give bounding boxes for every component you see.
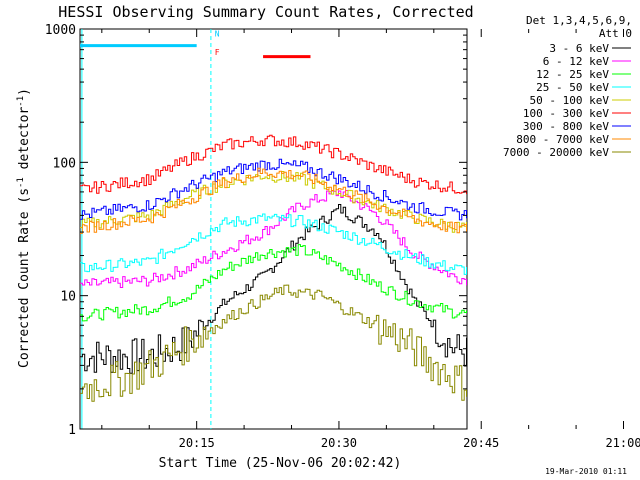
x-tick-label: 20:15 — [179, 436, 215, 450]
flag-label-n: N — [215, 29, 220, 38]
series-line-5 — [80, 134, 467, 195]
legend-header-line-2: Att 0 — [599, 27, 632, 40]
chart-title: HESSI Observing Summary Count Rates, Cor… — [58, 3, 473, 21]
legend-label: 800 - 7000 keV — [516, 133, 609, 146]
state-flags: NF — [80, 29, 311, 59]
y-axis-label-end: ) — [17, 88, 32, 96]
legend-label: 50 - 100 keV — [530, 94, 610, 107]
y-tick-label: 1 — [68, 423, 76, 438]
series-line-4 — [80, 171, 467, 233]
legend-label: 6 - 12 keV — [543, 55, 610, 68]
y-axis-ticks: 1 10 100 1000 — [45, 23, 467, 438]
y-tick-label: 10 — [60, 290, 76, 305]
legend-label: 300 - 800 keV — [523, 120, 609, 133]
legend-label: 25 - 50 keV — [536, 81, 609, 94]
series-line-7 — [80, 167, 467, 234]
plot-frame — [79, 28, 468, 430]
x-tick-label: 20:45 — [463, 436, 499, 450]
x-tick-label: 21:00 — [605, 436, 640, 450]
legend-label: 12 - 25 keV — [536, 68, 609, 81]
series-lines — [80, 134, 467, 402]
y-axis-label-mid: detector — [17, 107, 32, 178]
series-line-2 — [80, 244, 467, 322]
series-line-1 — [80, 190, 467, 288]
legend-label: 3 - 6 keV — [549, 42, 609, 55]
y-axis-label: Corrected Count Rate (s-1 detector-1) — [16, 88, 32, 368]
flag-label-f: F — [215, 48, 220, 57]
legend-label: 7000 - 20000 keV — [503, 146, 609, 159]
footer-timestamp: 19-Mar-2010 01:11 — [545, 467, 627, 476]
y-axis-label-main: Corrected Count Rate (s — [17, 188, 32, 368]
series-line-3 — [80, 213, 467, 275]
series-line-6 — [80, 158, 467, 221]
y-axis-label-sup2: -1 — [16, 96, 26, 107]
y-axis-label-sup1: -1 — [16, 177, 26, 188]
y-tick-label: 1000 — [45, 23, 76, 38]
legend-label: 100 - 300 keV — [523, 107, 609, 120]
x-axis-label: Start Time (25-Nov-06 20:02:42) — [159, 456, 402, 471]
y-tick-label: 100 — [53, 156, 76, 171]
series-line-8 — [80, 284, 467, 402]
legend-header-line-1: Det 1,3,4,5,6,9, — [526, 14, 632, 27]
series-line-0 — [80, 204, 467, 374]
x-tick-label: 20:30 — [321, 436, 357, 450]
